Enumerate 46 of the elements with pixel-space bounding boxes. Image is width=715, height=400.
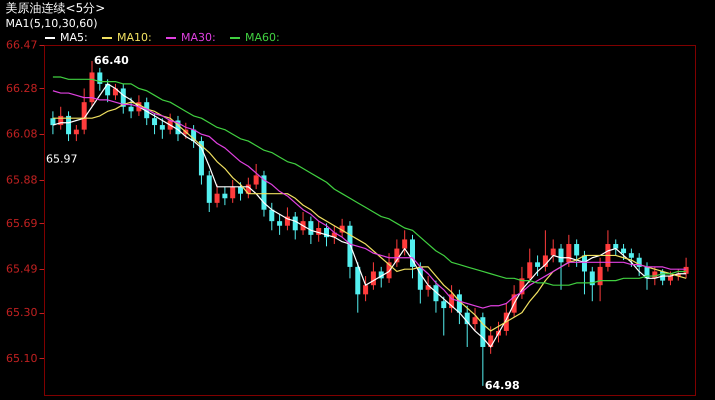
candlestick <box>472 308 478 332</box>
y-tick-label: 65.69 <box>6 216 38 230</box>
candlestick <box>292 211 298 240</box>
candlestick <box>527 248 532 284</box>
chart-subtitle: MA1(5,10,30,60) <box>6 17 98 30</box>
candlestick <box>574 238 580 268</box>
candlestick <box>112 83 118 100</box>
candlestick <box>222 186 228 206</box>
candlestick <box>97 67 102 92</box>
candlestick <box>152 113 158 135</box>
y-tick-label: 65.88 <box>6 173 38 186</box>
legend-label: MA30: <box>181 31 216 44</box>
candlestick <box>441 296 446 336</box>
candlestick <box>550 238 556 263</box>
legend-label: MA10: <box>117 31 152 44</box>
candlestick <box>254 163 259 190</box>
candlestick <box>621 244 626 261</box>
candlestick <box>269 202 274 231</box>
candlestick <box>277 214 282 236</box>
candlestick <box>230 179 236 204</box>
candlestick <box>613 238 618 256</box>
candlestick <box>558 244 564 290</box>
candlestick <box>535 254 540 277</box>
y-tick-label: 65.10 <box>6 352 38 365</box>
annotation: 66.40 <box>94 54 130 68</box>
candlestick <box>598 257 603 302</box>
annotation: 64.98 <box>484 378 520 392</box>
candlestick <box>308 216 314 245</box>
text: MA5: <box>60 31 88 44</box>
candlestick <box>160 118 165 140</box>
y-tick-label: 65.49 <box>6 262 38 276</box>
legend-label: MA60: <box>245 31 280 44</box>
y-tick-label: 66.08 <box>6 128 38 141</box>
candlestick <box>402 230 408 256</box>
candlestick <box>214 184 220 208</box>
y-tick-label: 66.28 <box>6 82 38 95</box>
y-tick-label: 65.30 <box>6 306 38 320</box>
candlestick <box>128 97 134 119</box>
candlestick <box>590 266 595 302</box>
candlestick <box>426 276 431 298</box>
candlestick <box>628 248 634 268</box>
annotation: 65.97 <box>46 152 78 166</box>
chart-title: 美原油连续<5分> <box>6 1 106 15</box>
candlestick <box>74 124 79 142</box>
candlestick <box>363 276 368 302</box>
y-tick-label: 66.47 <box>6 38 38 52</box>
